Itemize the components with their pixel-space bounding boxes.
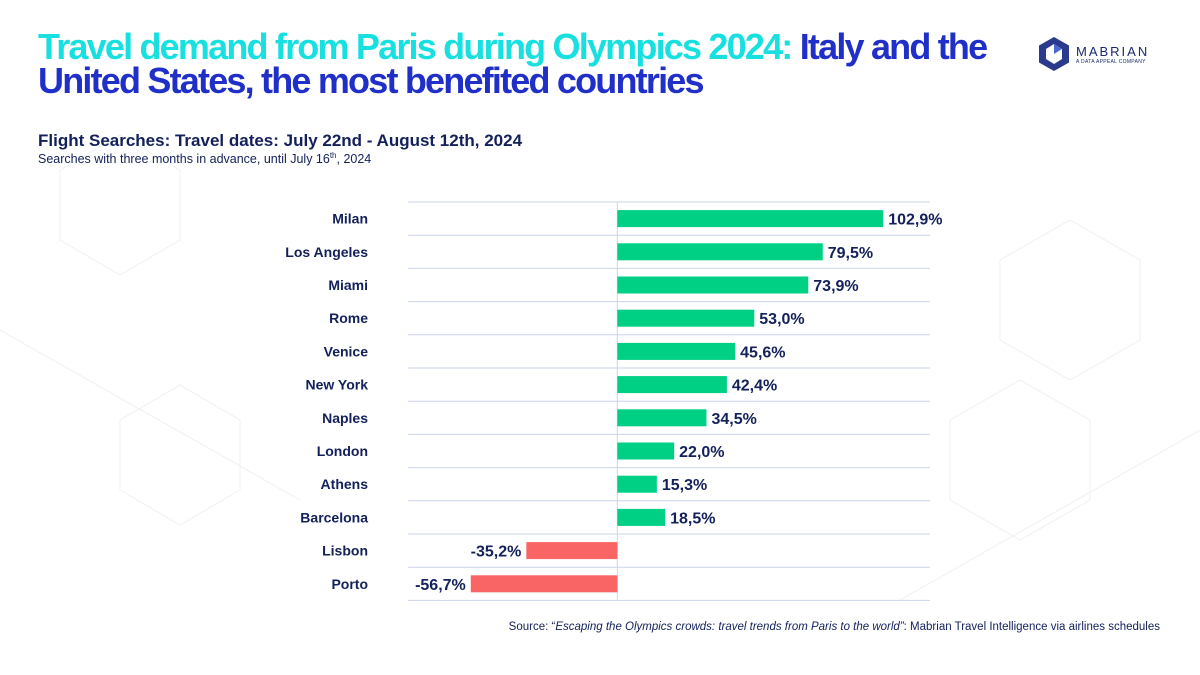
category-label: Miami: [328, 277, 368, 293]
data-label: 79,5%: [828, 245, 873, 262]
data-label: 42,4%: [732, 378, 777, 395]
category-label: Milan: [332, 211, 368, 227]
data-label: 102,9%: [888, 212, 942, 229]
data-label: 18,5%: [670, 510, 715, 527]
chart-note: Searches with three months in advance, u…: [38, 151, 371, 166]
source-suffix: : Mabrian Travel Intelligence via airlin…: [903, 621, 1160, 633]
chart-subtitle: Flight Searches: Travel dates: July 22nd…: [38, 131, 523, 150]
bar: [470, 575, 618, 593]
note-text: Searches with three months in advance, u…: [38, 152, 330, 167]
page-title: Travel demand from Paris during Olympics…: [38, 29, 998, 99]
data-label: -35,2%: [471, 544, 522, 561]
note-year: , 2024: [336, 152, 372, 167]
category-label: New York: [305, 377, 368, 393]
category-label: Athens: [321, 476, 369, 492]
bar: [617, 276, 809, 294]
category-label: Porto: [331, 576, 368, 592]
bar: [617, 508, 666, 526]
data-label: 22,0%: [679, 444, 724, 461]
bar: [526, 542, 618, 560]
data-label: 34,5%: [711, 411, 756, 428]
bar: [617, 442, 675, 460]
source-title: Escaping the Olympics crowds: travel tre…: [555, 621, 904, 633]
bar: [617, 210, 884, 228]
hexagon-logo-icon: [1039, 37, 1069, 71]
title-main: Italy and the United States, the most be…: [38, 26, 988, 101]
bar: [617, 309, 755, 327]
bar: [617, 342, 736, 360]
logo-name: MABRIAN: [1076, 43, 1150, 59]
bar: [617, 409, 707, 427]
mabrian-logo: MABRIAN A DATA APPEAL COMPANY: [1038, 36, 1149, 72]
logo-tagline: A DATA APPEAL COMPANY: [1076, 58, 1146, 65]
data-label: 53,0%: [759, 311, 804, 328]
category-label: Venice: [324, 343, 369, 359]
category-label: Los Angeles: [285, 244, 368, 260]
category-label: Rome: [329, 310, 368, 326]
source-note: Source: “Escaping the Olympics crowds: t…: [509, 620, 1160, 634]
data-label: -56,7%: [415, 577, 466, 594]
data-label: 73,9%: [813, 278, 858, 295]
category-label: London: [317, 443, 368, 459]
source-prefix: Source: “: [508, 621, 556, 633]
data-label: 45,6%: [740, 344, 785, 361]
data-label: 15,3%: [662, 477, 707, 494]
category-label: Barcelona: [300, 509, 368, 525]
title-highlight: Travel demand from Paris during Olympics…: [38, 26, 793, 67]
bar: [617, 475, 657, 493]
category-label: Naples: [322, 410, 368, 426]
note-sup: th: [329, 151, 337, 160]
category-label: Lisbon: [322, 543, 368, 559]
bar: [617, 376, 727, 394]
bar: [617, 243, 823, 261]
